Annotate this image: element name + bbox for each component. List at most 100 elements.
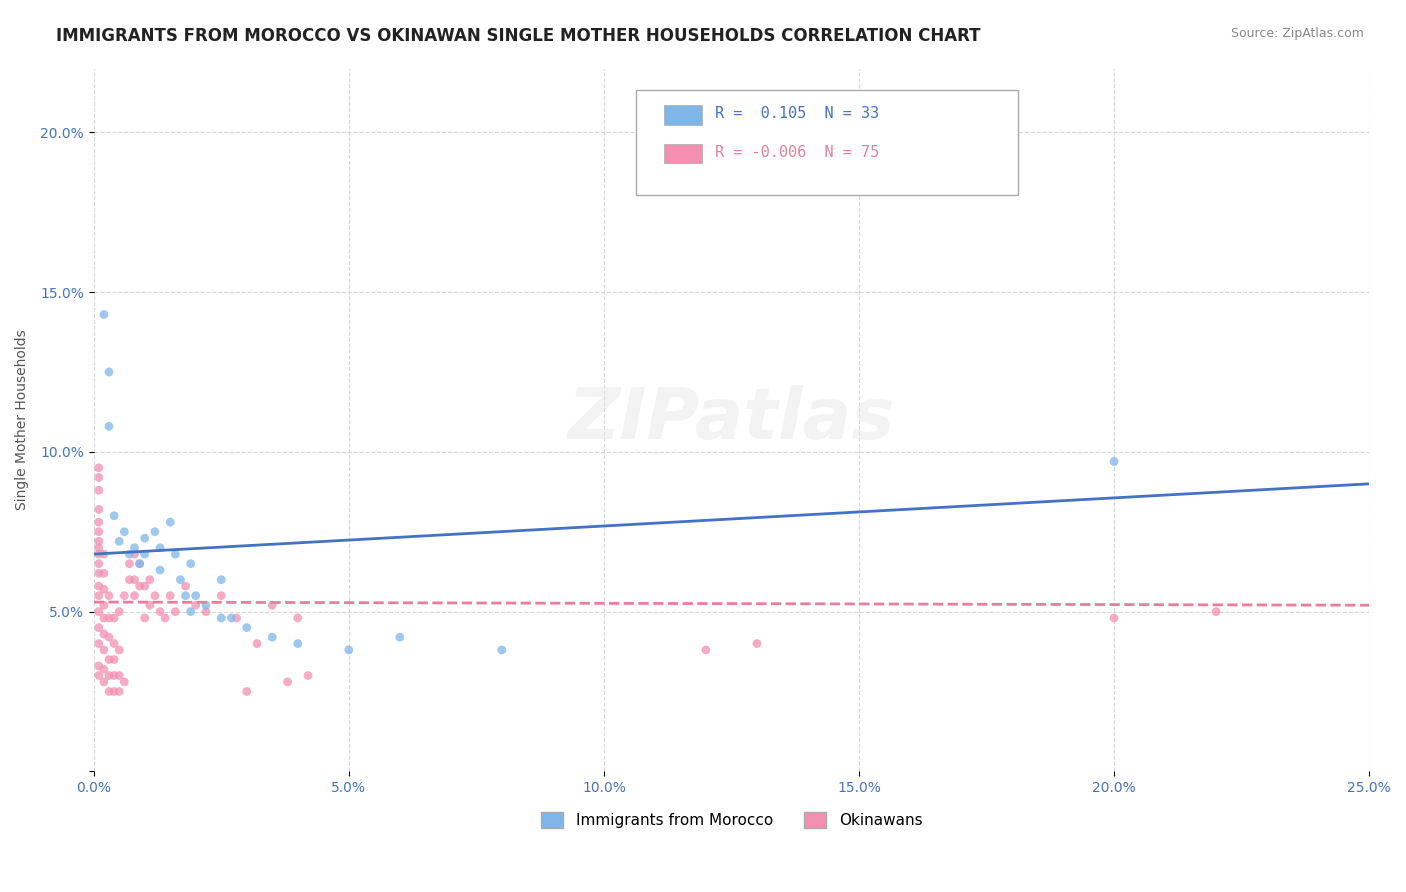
Point (149, 605, 172, 619)
Point (1205, 605, 1227, 619)
Point (134, 531, 156, 545)
Point (194, 599, 217, 613)
Point (128, 557, 150, 571)
Point (128, 579, 150, 593)
Point (277, 674, 299, 689)
Point (87, 566, 110, 581)
Point (87, 534, 110, 549)
Point (297, 668, 319, 682)
Point (98, 419, 121, 434)
Point (112, 524, 135, 539)
Text: R =  0.105  N = 33: R = 0.105 N = 33 (714, 106, 879, 121)
Point (134, 611, 156, 625)
Point (87, 483, 110, 498)
Bar (664, 105, 702, 125)
Point (139, 573, 162, 587)
Point (745, 636, 768, 650)
Point (124, 589, 146, 603)
Point (221, 611, 243, 625)
Point (225, 611, 247, 625)
Point (103, 684, 125, 698)
Point (112, 589, 135, 603)
Point (287, 636, 309, 650)
Point (143, 589, 166, 603)
Point (118, 547, 141, 561)
Point (159, 515, 181, 529)
Point (118, 573, 141, 587)
Point (236, 684, 259, 698)
Point (87, 659, 110, 673)
Point (174, 579, 197, 593)
Point (87, 557, 110, 571)
Point (87, 621, 110, 635)
Point (128, 557, 150, 571)
Point (93, 611, 115, 625)
Point (388, 630, 411, 644)
Point (87, 605, 110, 619)
Point (98, 668, 121, 682)
Point (262, 599, 284, 613)
Point (159, 589, 181, 603)
Point (103, 652, 125, 666)
Point (108, 534, 131, 549)
Point (87, 589, 110, 603)
FancyBboxPatch shape (636, 89, 1018, 195)
Point (1102, 454, 1125, 468)
Point (93, 308, 115, 322)
Point (153, 611, 176, 625)
Point (695, 643, 717, 657)
Legend: Immigrants from Morocco, Okinawans: Immigrants from Morocco, Okinawans (534, 805, 928, 834)
Point (180, 605, 202, 619)
Y-axis label: Single Mother Households: Single Mother Households (15, 329, 30, 510)
Point (184, 599, 207, 613)
Point (87, 547, 110, 561)
Point (87, 470, 110, 484)
Point (118, 557, 141, 571)
Point (87, 461, 110, 475)
Point (103, 636, 125, 650)
Point (98, 684, 121, 698)
Point (93, 627, 115, 641)
Bar (664, 144, 702, 163)
Point (209, 589, 232, 603)
Point (103, 508, 125, 523)
Point (87, 524, 110, 539)
Point (93, 643, 115, 657)
Text: R = -0.006  N = 75: R = -0.006 N = 75 (714, 145, 879, 160)
Point (149, 541, 172, 555)
Point (103, 668, 125, 682)
Point (262, 630, 284, 644)
Point (98, 365, 121, 379)
Text: IMMIGRANTS FROM MOROCCO VS OKINAWAN SINGLE MOTHER HOUSEHOLDS CORRELATION CHART: IMMIGRANTS FROM MOROCCO VS OKINAWAN SING… (56, 27, 981, 45)
Point (124, 541, 146, 555)
Point (87, 541, 110, 555)
Point (236, 621, 259, 635)
Point (246, 636, 269, 650)
Text: ZIPatlas: ZIPatlas (568, 385, 896, 454)
Point (87, 579, 110, 593)
Point (194, 605, 217, 619)
Point (287, 611, 309, 625)
Point (108, 684, 131, 698)
Point (98, 630, 121, 644)
Point (209, 611, 232, 625)
Point (180, 557, 202, 571)
Point (139, 599, 162, 613)
Point (93, 662, 115, 676)
Point (124, 573, 146, 587)
Point (103, 611, 125, 625)
Point (108, 668, 131, 682)
Text: Source: ZipAtlas.com: Source: ZipAtlas.com (1230, 27, 1364, 40)
Point (93, 599, 115, 613)
Point (87, 515, 110, 529)
Point (98, 589, 121, 603)
Point (337, 643, 360, 657)
Point (143, 524, 166, 539)
Point (93, 582, 115, 597)
Point (87, 668, 110, 682)
Point (134, 579, 156, 593)
Point (98, 611, 121, 625)
Point (112, 674, 135, 689)
Point (93, 547, 115, 561)
Point (93, 674, 115, 689)
